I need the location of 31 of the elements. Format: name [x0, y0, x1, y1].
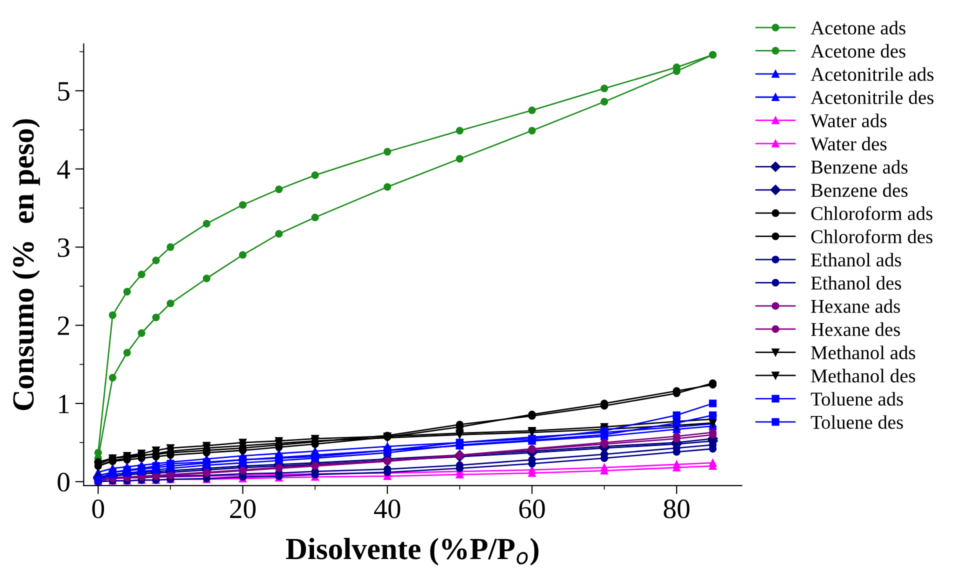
- legend-label: Toluene ads: [810, 392, 903, 406]
- x-tick-label: 0: [92, 500, 104, 518]
- y-axis-title: Consumo (% en peso): [12, 119, 40, 410]
- legend-label: Benzene des: [811, 183, 908, 197]
- y-tick-label: 0: [58, 472, 70, 492]
- y-tick-label: 3: [58, 238, 70, 258]
- legend-label: Hexane ads: [811, 299, 900, 313]
- legend-label: Toluene des: [810, 415, 903, 429]
- legend-label: Benzene ads: [811, 160, 908, 174]
- legend-label: Ethanol des: [811, 276, 902, 290]
- legend-label: Water des: [810, 136, 887, 151]
- legend-label: Acetone ads: [810, 20, 906, 35]
- y-tick-label: 5: [58, 82, 70, 101]
- legend-label: Hexane des: [811, 322, 900, 336]
- x-tick-label: 40: [374, 500, 400, 518]
- y-tick-label: 1: [59, 394, 69, 414]
- legend-label: Chloroform ads: [811, 206, 932, 220]
- legend-label: Acetonitrile ads: [810, 67, 934, 81]
- legend-label: Acetone des: [810, 44, 906, 58]
- legend-label: Methanol des: [811, 368, 916, 382]
- legend-label: Acetonitrile des: [810, 90, 934, 104]
- x-axis-title: Disolvente (%P/P$_{o}$): [286, 538, 538, 566]
- x-tick-label: 60: [519, 500, 545, 518]
- x-tick-label: 80: [664, 500, 690, 518]
- y-tick-label: 2: [58, 316, 69, 335]
- legend-label: Chloroform des: [811, 229, 932, 244]
- legend-label: Methanol ads: [811, 346, 916, 360]
- legend-label: Water ads: [810, 114, 887, 128]
- legend-label: Ethanol ads: [811, 252, 902, 267]
- x-tick-label: 20: [230, 500, 256, 518]
- y-tick-label: 4: [57, 160, 70, 179]
